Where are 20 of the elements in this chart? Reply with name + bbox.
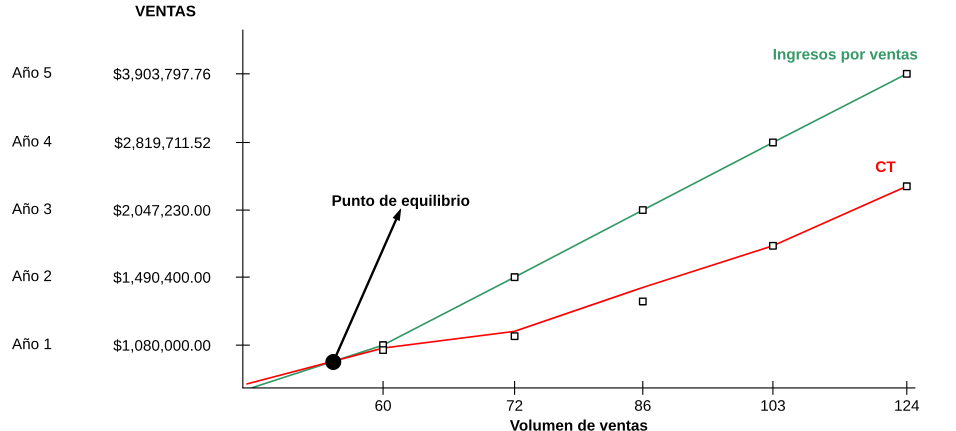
x-tick-label: 124: [895, 400, 920, 411]
x-tick-label: 86: [634, 400, 651, 411]
y-tick-label: $2,819,711.52: [114, 136, 210, 150]
y-axis-title: VENTAS: [135, 6, 196, 16]
annotation: Punto de equilibrio: [332, 194, 470, 210]
text: Año 2: [12, 270, 52, 282]
series-label: Ingresos por ventas: [774, 48, 918, 63]
series-label: CT: [876, 161, 896, 172]
text: Año 5: [12, 66, 52, 78]
y-tick-label: $3,903,797.76: [113, 68, 210, 82]
y-tick-label: $1,490,400.00: [113, 271, 210, 285]
x-tick-label: 103: [761, 400, 785, 411]
x-axis-title: Volumen de ventas: [510, 420, 648, 431]
x-tick-label: 72: [506, 400, 522, 411]
text: Año 4: [12, 135, 52, 147]
text: Año 1: [12, 338, 52, 350]
y-tick-label: $1,080,000.00: [113, 339, 210, 353]
y-tick-label: $2,047,230.00: [113, 204, 210, 218]
text: Año 3: [12, 203, 52, 214]
x-tick-label: 60: [375, 400, 391, 411]
